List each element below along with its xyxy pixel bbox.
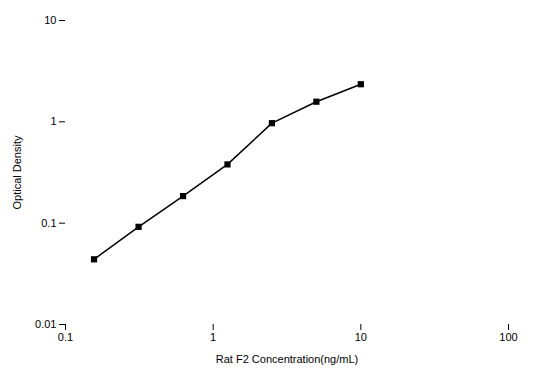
svg-text:1: 1 — [210, 331, 216, 343]
svg-text:Rat F2 Concentration(ng/mL): Rat F2 Concentration(ng/mL) — [216, 353, 358, 365]
svg-text:100: 100 — [499, 331, 517, 343]
svg-text:10: 10 — [44, 14, 56, 26]
svg-text:0.1: 0.1 — [41, 217, 56, 229]
svg-text:10: 10 — [355, 331, 367, 343]
svg-text:0.1: 0.1 — [58, 331, 73, 343]
svg-text:0.01: 0.01 — [35, 318, 56, 330]
svg-text:1: 1 — [50, 115, 56, 127]
svg-text:Optical Density: Optical Density — [11, 135, 23, 209]
